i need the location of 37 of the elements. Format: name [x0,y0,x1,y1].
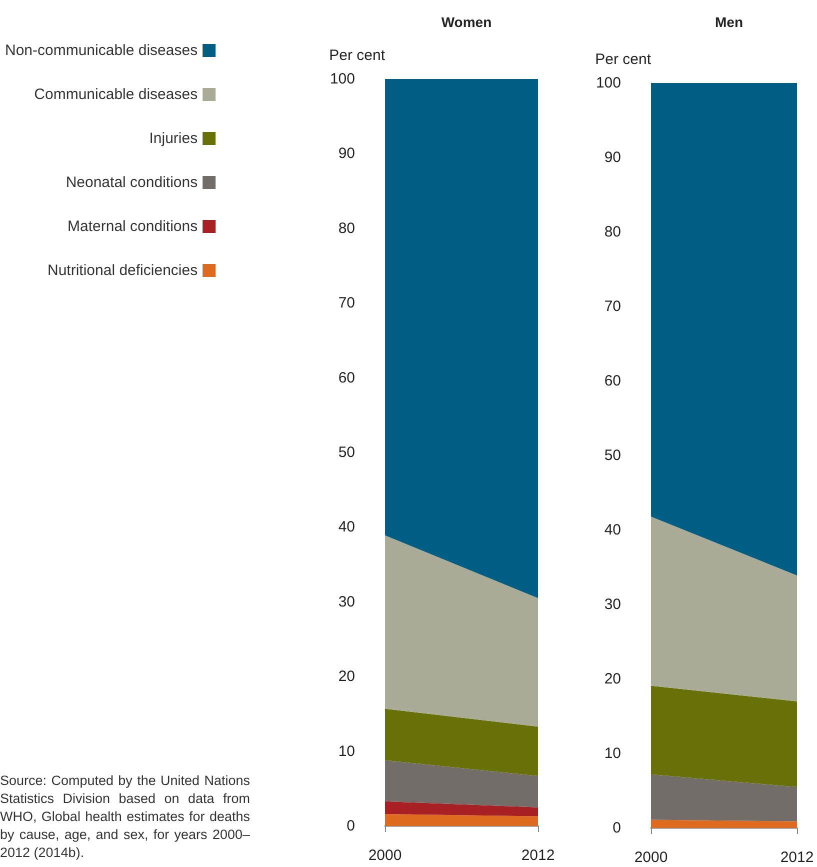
y-tick-label: 0 [346,818,355,834]
y-tick-label: 100 [596,74,621,92]
y-tick-label: 20 [604,670,621,688]
y-tick-label: 10 [338,742,355,760]
legend-label: Communicable diseases [34,86,198,103]
x-tick-label: 2000 [368,847,402,864]
y-tick-label: 10 [604,745,621,762]
y-tick-label: 70 [338,294,355,312]
y-tick-label: 40 [338,518,355,536]
legend-label: Non-communicable diseases [4,42,198,59]
y-tick-label: 90 [604,149,621,166]
y-tick-label: 0 [612,820,621,836]
chart-title: Women [441,14,492,30]
y-tick-label: 100 [330,70,355,88]
source-note: Source: Computed by the United Nations Statistics Division based on data from WHO, Global health estimates for deaths by cause, age, and sex, for years 2000–2012 (2014b). [0,772,250,862]
y-tick-label: 50 [604,447,621,464]
y-axis-title: Per cent [329,47,386,64]
y-axis-title: Per cent [595,51,652,68]
legend-label: Injuries [149,130,198,147]
legend-label: Neonatal conditions [66,174,198,191]
y-tick-label: 70 [604,298,621,315]
x-tick-label: 2012 [780,849,814,866]
y-tick-label: 80 [338,220,355,237]
legend-label: Nutritional deficiencies [48,262,198,279]
x-tick-label: 2000 [634,849,668,866]
y-tick-label: 60 [604,372,621,390]
legend-label: Maternal conditions [68,218,198,235]
y-tick-label: 30 [604,596,621,613]
y-tick-label: 40 [604,522,621,538]
x-tick-label: 2012 [521,847,555,864]
y-tick-label: 60 [338,369,355,386]
y-tick-label: 50 [338,444,355,461]
chart-title: Men [715,14,743,30]
y-tick-label: 30 [338,593,355,610]
y-tick-label: 20 [338,668,355,686]
y-tick-label: 90 [338,145,355,162]
y-tick-label: 80 [604,224,621,240]
